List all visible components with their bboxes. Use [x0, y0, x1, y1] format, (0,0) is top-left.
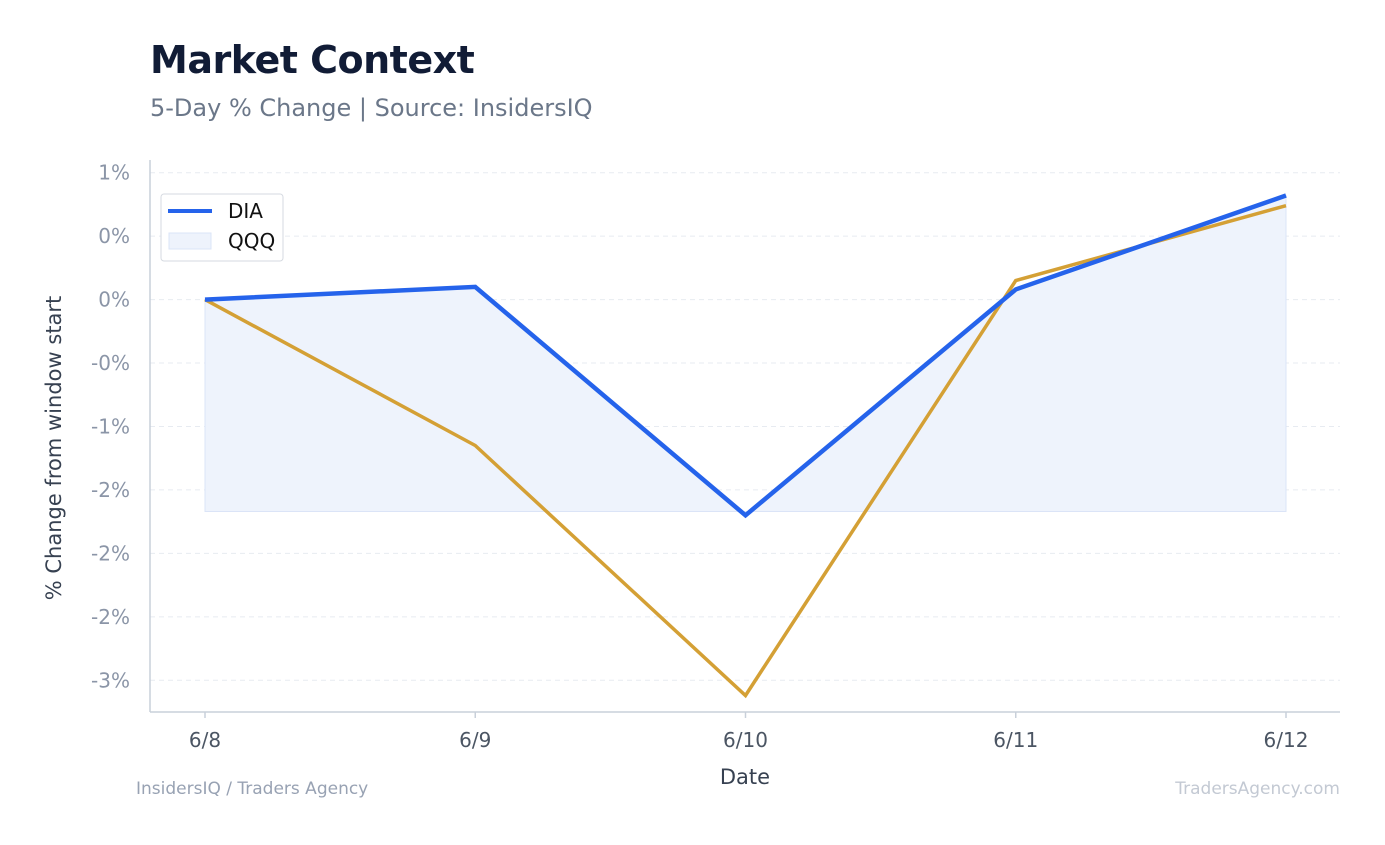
legend: DIA QQQ [160, 193, 284, 262]
series-line-dia [204, 193, 1287, 519]
band-fill [204, 194, 1287, 516]
x-tick-label: 6/9 [459, 728, 491, 752]
y-tick-label: -3% [91, 668, 130, 692]
x-tick-label: 6/12 [1264, 728, 1309, 752]
chart-title: Market Context [150, 38, 475, 82]
y-tick-label: 1% [98, 161, 130, 185]
y-tick-label: 0% [98, 288, 130, 312]
y-tick-label: -2% [91, 478, 130, 502]
y-tick-label: -1% [91, 414, 130, 438]
band-area [204, 194, 1287, 516]
y-tick-label: 0% [98, 224, 130, 248]
y-tick-label: -2% [91, 541, 130, 565]
legend-label-qqq: QQQ [228, 229, 275, 253]
legend-label-dia: DIA [228, 199, 263, 223]
series-line-qqq [204, 203, 1287, 699]
chart-subtitle: 5-Day % Change | Source: InsidersIQ [150, 94, 593, 122]
y-tick-label: -0% [91, 351, 130, 375]
footer-site: TradersAgency.com [1175, 779, 1340, 799]
series-lines [204, 193, 1287, 699]
x-tick-labels: 6/8 6/9 6/10 6/11 6/12 [189, 712, 1309, 752]
y-tick-labels: 1% 0% 0% -0% -1% -2% -2% -2% -3% [91, 161, 130, 693]
footer-credit: InsidersIQ / Traders Agency [136, 779, 369, 799]
legend-swatch-qqq [168, 232, 212, 250]
y-axis-title: % Change from window start [42, 296, 66, 601]
x-axis-title: Date [720, 765, 770, 789]
x-tick-label: 6/8 [189, 728, 221, 752]
y-tick-label: -2% [91, 605, 130, 629]
x-tick-label: 6/11 [993, 728, 1038, 752]
x-tick-label: 6/10 [723, 728, 768, 752]
